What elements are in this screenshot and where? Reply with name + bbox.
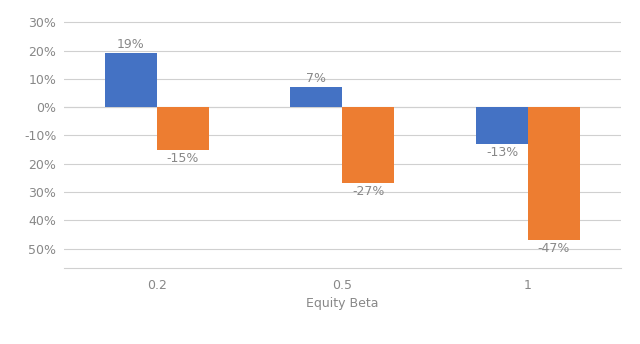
- Bar: [291, 87, 342, 107]
- Bar: [528, 107, 580, 240]
- Bar: [342, 107, 394, 183]
- Bar: [157, 107, 209, 150]
- Text: 19%: 19%: [117, 39, 145, 51]
- Text: -13%: -13%: [486, 146, 518, 159]
- Text: -47%: -47%: [538, 242, 570, 255]
- Bar: [476, 107, 528, 144]
- Text: 7%: 7%: [307, 72, 326, 85]
- Text: -15%: -15%: [166, 151, 199, 164]
- Text: -27%: -27%: [352, 185, 385, 198]
- Bar: [105, 53, 157, 107]
- X-axis label: Equity Beta: Equity Beta: [306, 297, 379, 310]
